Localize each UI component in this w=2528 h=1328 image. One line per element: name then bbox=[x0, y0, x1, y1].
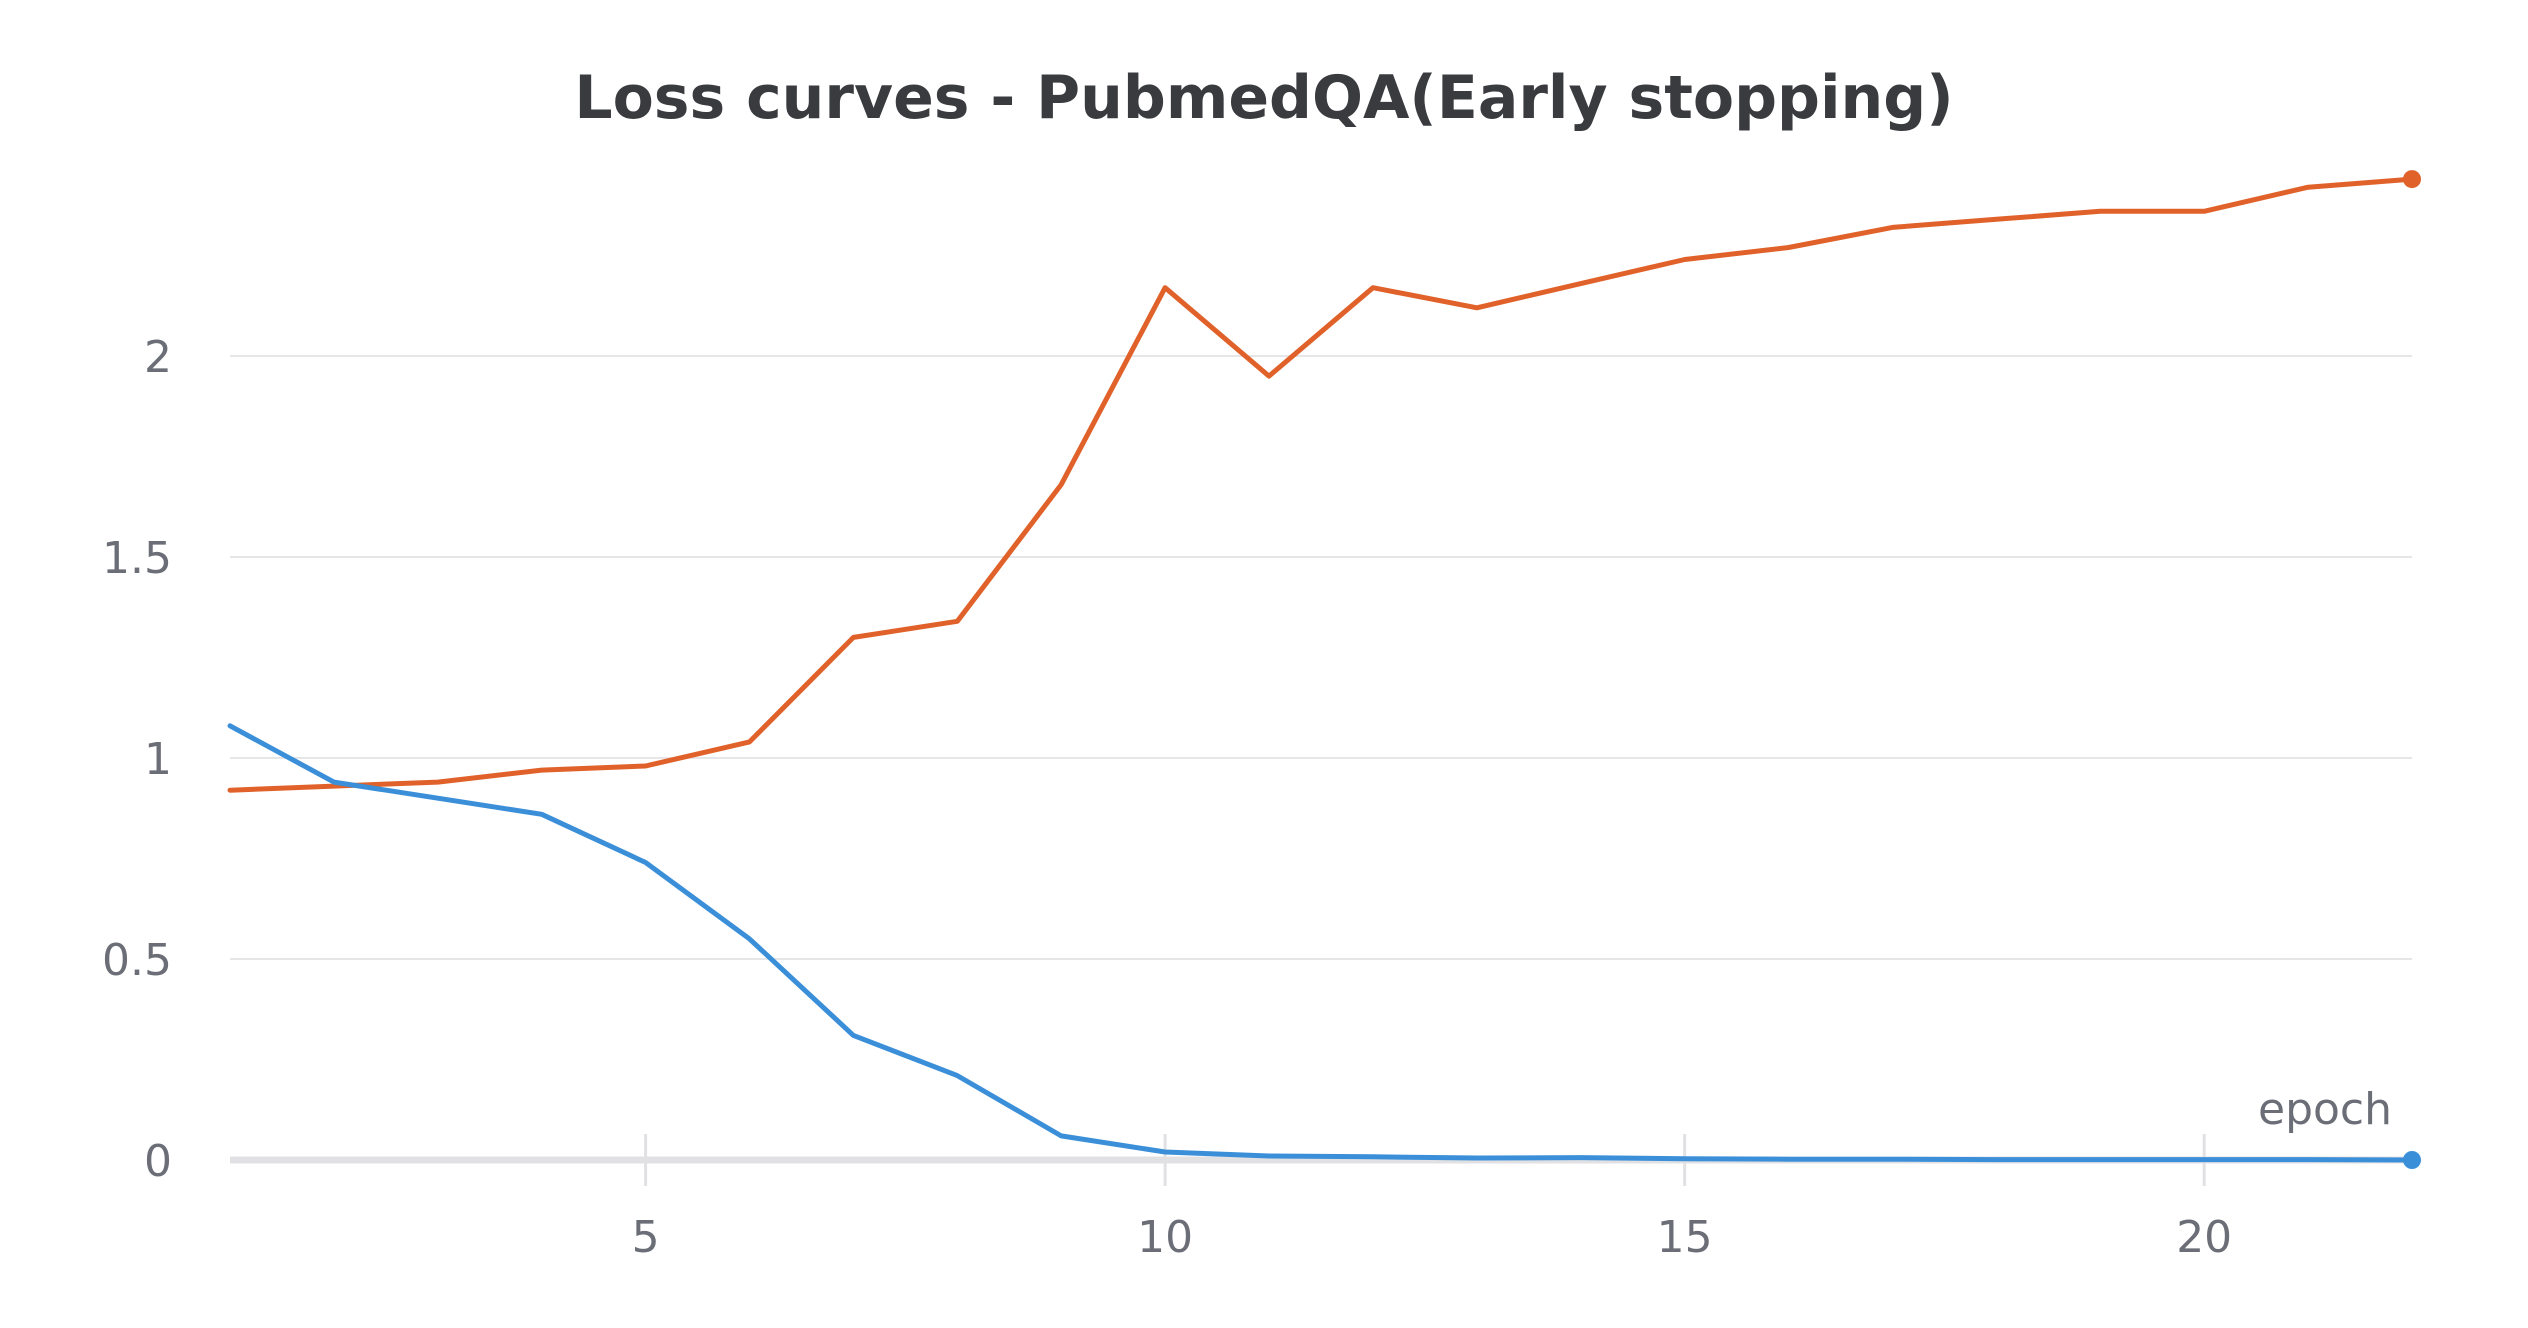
x-tick-label: 20 bbox=[2176, 1212, 2232, 1263]
x-tick-label: 10 bbox=[1137, 1212, 1193, 1263]
y-tick-label: 0 bbox=[144, 1136, 172, 1187]
series-end-point-2 bbox=[2403, 1151, 2421, 1169]
x-tick-label: 5 bbox=[632, 1212, 660, 1263]
grid-lines bbox=[230, 355, 2412, 960]
series-line-2 bbox=[227, 723, 2415, 1163]
series-lines bbox=[227, 170, 2421, 1169]
y-tick-label: 1.5 bbox=[102, 533, 172, 584]
y-tick-label: 2 bbox=[144, 332, 172, 383]
x-tick-label: 15 bbox=[1657, 1212, 1713, 1263]
series-end-point-1 bbox=[2403, 170, 2421, 189]
tick-labels: 0 0.5 1 1.5 2 5 10 15 20 epoch bbox=[102, 332, 2392, 1263]
chart-title: Loss curves - PubmedQA(Early stopping) bbox=[574, 63, 1954, 133]
series-line-1 bbox=[227, 176, 2415, 793]
x-axis-label: epoch bbox=[2258, 1084, 2392, 1135]
y-tick-label: 1 bbox=[144, 734, 172, 785]
y-tick-label: 0.5 bbox=[102, 935, 172, 986]
